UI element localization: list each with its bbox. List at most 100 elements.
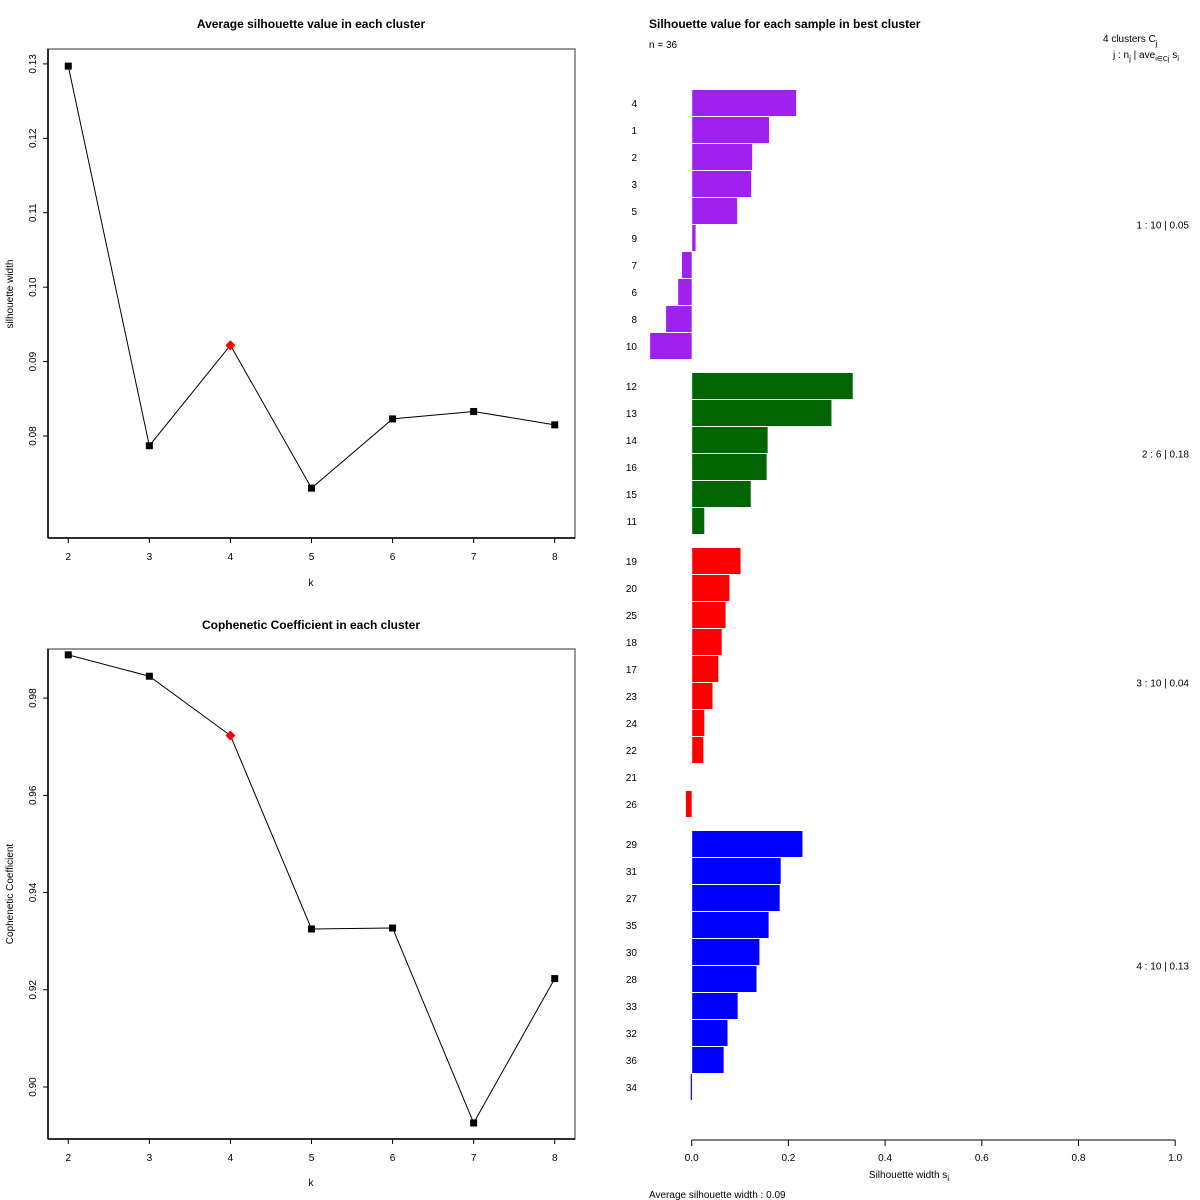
sample-label: 32 [626, 1029, 638, 1040]
series-line [68, 654, 556, 1125]
silhouette-bar [692, 710, 705, 736]
legend-header-text: 4 clusters C [1103, 34, 1156, 45]
silhouette-bar [692, 481, 751, 507]
sample-label: 2 [631, 153, 637, 164]
silhouette-bar [685, 791, 692, 817]
y-tick-label: 0.09 [28, 351, 39, 371]
data-point [308, 925, 315, 933]
silhouette-bar [692, 993, 738, 1019]
sample-label: 5 [631, 207, 637, 218]
y-tick-label: 0.98 [28, 688, 39, 708]
sample-label: 17 [626, 665, 638, 676]
silhouette-bar [692, 171, 752, 197]
chart-title: Silhouette value for each sample in best… [649, 17, 921, 31]
sample-label: 13 [626, 409, 638, 420]
x-tick-label: 6 [390, 1153, 396, 1164]
sample-label: 16 [626, 463, 638, 474]
plot-frame [47, 648, 576, 1140]
x-tick-label: 0.4 [878, 1153, 892, 1164]
silhouette-bar [692, 198, 738, 224]
data-point [551, 421, 559, 429]
sample-label: 8 [631, 315, 637, 326]
y-tick-label: 0.92 [28, 980, 39, 1000]
x-axis-label-sub: i [947, 1174, 949, 1183]
silhouette-bar [692, 90, 797, 116]
legend-header-text: | ave [1131, 50, 1156, 61]
sample-label: 4 [631, 99, 637, 110]
y-tick-label: 0.94 [28, 882, 39, 902]
sample-label: 33 [626, 1002, 638, 1013]
sample-label: 10 [626, 342, 638, 353]
silhouette-bar [692, 225, 696, 251]
data-point [64, 651, 72, 659]
silhouette-bar [682, 252, 692, 278]
x-tick-label: 7 [471, 552, 477, 563]
x-tick-label: 7 [471, 1153, 477, 1164]
legend-header-sub: j [1128, 54, 1131, 63]
y-axis-label: Cophenetic Coefficient [5, 844, 16, 945]
legend-header-line2: j : nj | avei∈Cj si [1112, 50, 1179, 63]
sample-label: 19 [626, 557, 638, 568]
sample-count: n = 36 [649, 40, 678, 51]
sample-label: 27 [626, 894, 638, 905]
silhouette-bar [692, 1020, 728, 1046]
silhouette-bar [692, 831, 803, 857]
silhouette-bar [692, 1047, 724, 1073]
sample-label: 31 [626, 867, 638, 878]
sample-label: 20 [626, 584, 638, 595]
data-point [470, 1119, 478, 1127]
legend-header-line1: 4 clusters Cj [1103, 34, 1158, 48]
sample-label: 26 [626, 800, 638, 811]
series-line [67, 66, 555, 489]
data-point [470, 407, 478, 415]
x-tick-label: 1.0 [1168, 1153, 1182, 1164]
sample-label: 9 [631, 234, 637, 245]
x-tick-label: 0.0 [685, 1153, 699, 1164]
sample-label: 34 [626, 1083, 638, 1094]
x-tick-label: 3 [147, 1153, 153, 1164]
sample-label: 28 [626, 975, 638, 986]
silhouette-bar [678, 279, 692, 305]
y-tick-label: 0.11 [28, 203, 39, 222]
x-tick-label: 0.8 [1072, 1153, 1086, 1164]
chart-title: Cophenetic Coefficient in each cluster [202, 618, 420, 632]
y-tick-label: 0.90 [28, 1077, 39, 1097]
chart-title: Average silhouette value in each cluster [197, 17, 426, 31]
y-tick-label: 0.13 [28, 54, 39, 74]
silhouette-bar [692, 939, 760, 965]
x-axis-label: k [309, 578, 315, 589]
x-tick-label: 5 [309, 552, 315, 563]
cluster-summary: 1 : 10 | 0.05 [1136, 221, 1189, 232]
y-tick-label: 0.08 [28, 426, 39, 446]
sample-label: 30 [626, 948, 638, 959]
sample-label: 25 [626, 611, 638, 622]
x-tick-label: 8 [552, 1153, 558, 1164]
data-point [389, 415, 397, 423]
average-silhouette-width: Average silhouette width : 0.09 [649, 1190, 786, 1200]
data-point [551, 975, 559, 983]
sample-label: 23 [626, 692, 638, 703]
x-tick-label: 3 [147, 552, 153, 563]
silhouette-bar [692, 683, 713, 709]
sample-label: 3 [631, 180, 637, 191]
sample-label: 7 [631, 261, 637, 272]
silhouette-bar [692, 548, 741, 574]
silhouette-bar [692, 912, 769, 938]
x-tick-label: 6 [390, 552, 396, 563]
y-tick-label: 0.96 [28, 785, 39, 805]
sample-label: 6 [631, 288, 637, 299]
silhouette-bar [692, 656, 719, 682]
x-tick-label: 2 [65, 1153, 71, 1164]
legend-header-sub: j [1155, 39, 1158, 48]
highlight-point [225, 730, 236, 741]
sample-label: 22 [626, 746, 638, 757]
sample-label: 12 [626, 382, 638, 393]
x-tick-label: 0.6 [975, 1153, 989, 1164]
plot-frame [47, 48, 576, 539]
sample-label: 18 [626, 638, 638, 649]
silhouette-bar [692, 737, 704, 763]
x-axis-label: Silhouette width si [869, 1170, 949, 1183]
x-tick-label: 8 [552, 552, 558, 563]
silhouette-bar [692, 454, 767, 480]
